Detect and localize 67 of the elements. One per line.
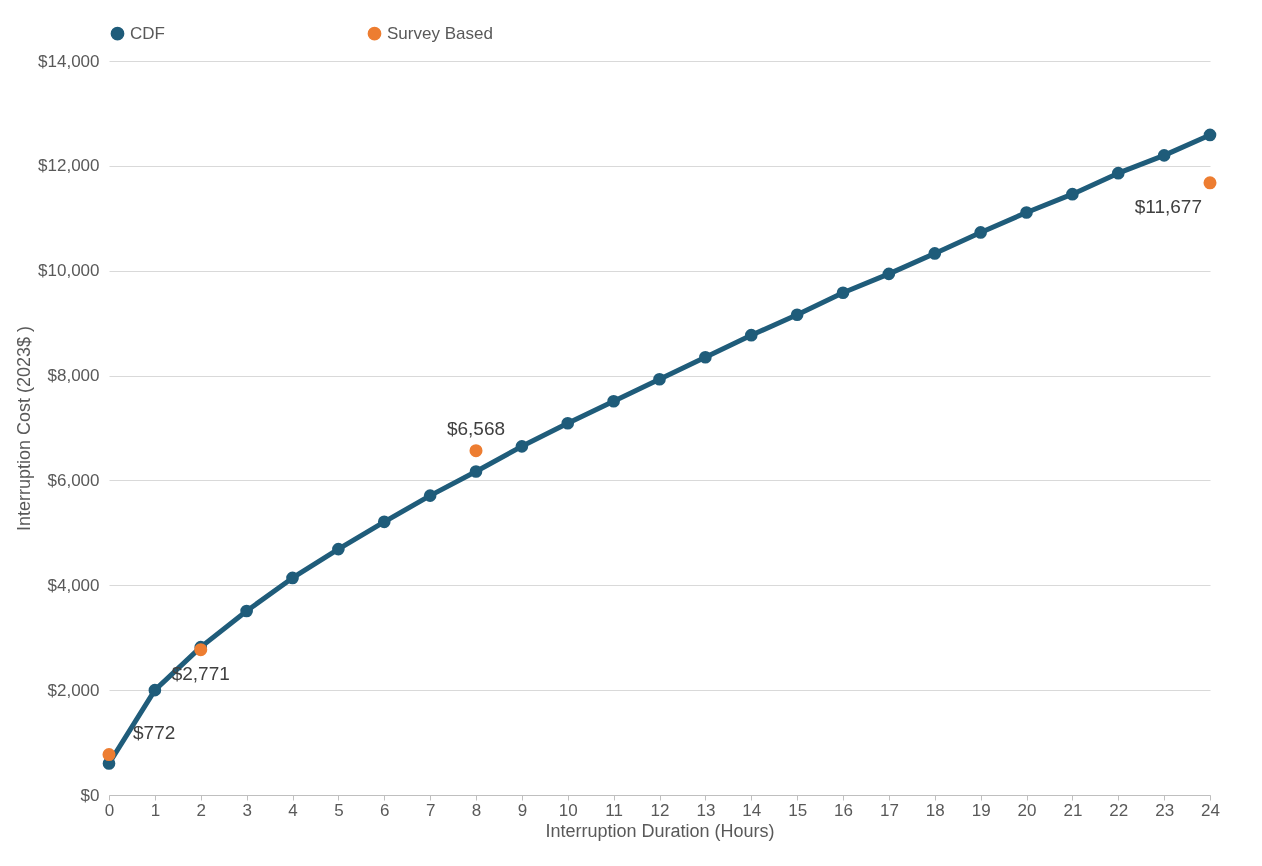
point <box>377 515 391 529</box>
point <box>1020 206 1033 219</box>
point <box>1066 187 1079 201</box>
point <box>928 247 942 260</box>
point <box>607 394 620 408</box>
x-tick-label: 24 <box>1201 800 1220 820</box>
y-tick-label: $6,000 <box>47 470 100 490</box>
point <box>1157 149 1171 162</box>
point <box>836 286 850 300</box>
point <box>882 267 896 281</box>
y-tick-label: $4,000 <box>47 575 100 595</box>
y-tick-label: $8,000 <box>47 366 100 386</box>
y-tick-label: $2,000 <box>47 680 100 700</box>
legend-label: CDF <box>130 23 165 43</box>
point <box>423 489 437 502</box>
point <box>148 683 162 697</box>
x-tick-label: 6 <box>380 800 390 820</box>
x-tick-label: 23 <box>1155 800 1175 820</box>
point <box>1203 176 1217 190</box>
point <box>1111 166 1125 180</box>
x-tick-label: 12 <box>650 800 670 820</box>
x-tick-label: 14 <box>742 800 762 820</box>
x-tick-label: 17 <box>879 800 899 820</box>
x-tick-label: 19 <box>971 800 991 820</box>
x-tick-label: 10 <box>558 800 578 820</box>
data-label: $2,771 <box>171 662 230 684</box>
point <box>469 465 483 478</box>
legend-label: Survey Based <box>387 23 493 43</box>
x-tick-label: 4 <box>288 800 298 820</box>
x-tick-label: 8 <box>471 800 482 820</box>
point <box>102 748 116 762</box>
x-tick-label: 5 <box>334 800 344 820</box>
x-tick-label: 9 <box>517 800 528 820</box>
point <box>790 308 804 322</box>
x-tick-label: 2 <box>196 800 206 820</box>
y-tick-label: $0 <box>80 785 100 805</box>
point <box>561 416 575 430</box>
x-tick-label: 21 <box>1063 800 1083 820</box>
x-axis-title: Interruption Duration (Hours) <box>545 820 775 841</box>
data-label: $772 <box>133 721 176 743</box>
y-axis-title: Interruption Cost (2023$ ) <box>14 325 35 532</box>
y-tick-label: $14,000 <box>38 51 100 71</box>
point <box>699 350 712 364</box>
point <box>653 372 666 386</box>
x-tick-label: 18 <box>925 800 945 820</box>
x-tick-label: 3 <box>242 800 252 820</box>
x-tick-label: 22 <box>1109 800 1129 820</box>
point <box>974 226 987 239</box>
data-label: $6,568 <box>446 417 506 439</box>
x-tick-label: 1 <box>150 800 161 820</box>
point <box>744 328 758 342</box>
x-tick-label: 7 <box>425 800 436 820</box>
point <box>515 440 529 453</box>
y-tick-label: $10,000 <box>38 261 100 281</box>
data-label: $11,677 <box>1134 195 1202 217</box>
x-tick-label: 11 <box>605 800 623 820</box>
point <box>286 571 299 585</box>
point <box>1203 128 1217 142</box>
point <box>469 444 483 458</box>
x-tick-label: 0 <box>104 800 115 820</box>
y-tick-label: $12,000 <box>38 156 100 176</box>
x-tick-label: 15 <box>788 800 808 820</box>
point <box>240 604 253 618</box>
x-tick-label: 20 <box>1017 800 1037 820</box>
point <box>332 542 345 556</box>
x-tick-label: 16 <box>834 800 853 820</box>
x-tick-label: 13 <box>696 800 716 820</box>
